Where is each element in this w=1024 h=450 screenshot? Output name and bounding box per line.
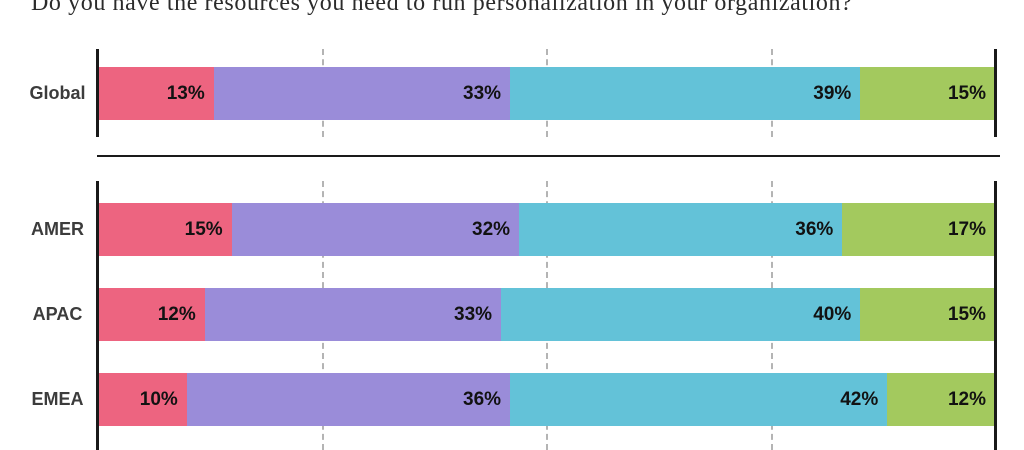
stacked-bar: 13% 33% 39% 15% — [97, 67, 995, 120]
segment-value-label: 42% — [840, 388, 879, 410]
axis-left-line — [96, 49, 99, 137]
bar-segment-4: 15% — [860, 67, 995, 120]
segment-value-label: 15% — [947, 303, 986, 325]
bar-segment-3: 40% — [501, 288, 861, 341]
category-label: Global — [29, 83, 86, 103]
segment-value-label: 15% — [947, 82, 986, 104]
section-divider-line — [97, 155, 1000, 157]
bar-segment-1: 13% — [97, 67, 214, 120]
segment-value-label: 10% — [139, 388, 178, 410]
segment-value-label: 36% — [463, 388, 502, 410]
segment-value-label: 33% — [463, 82, 502, 104]
chart-title: Do you have the resources you need to ru… — [31, 0, 853, 16]
bar-segment-1: 15% — [97, 203, 232, 256]
stacked-bar: 10% 36% 42% 12% — [97, 373, 995, 426]
bar-row-global: Global 13% 33% 39% 15% — [0, 67, 1024, 120]
bar-segment-2: 33% — [204, 288, 502, 341]
bar-row-emea: EMEA 10% 36% 42% 12% — [0, 373, 1024, 426]
segment-value-label: 40% — [813, 303, 852, 325]
bar-row-amer: AMER 15% 32% 36% 17% — [0, 203, 1024, 256]
bar-segment-1: 10% — [97, 373, 187, 426]
bar-row-apac: APAC 12% 33% 40% 15% — [0, 288, 1024, 341]
bar-segment-3: 42% — [510, 373, 888, 426]
segment-value-label: 12% — [947, 388, 986, 410]
global-chart-panel: Global 13% 33% 39% 15% — [0, 49, 1024, 137]
category-label: AMER — [31, 219, 84, 239]
segment-value-label: 15% — [184, 218, 223, 240]
bar-segment-4: 12% — [887, 373, 995, 426]
segment-value-label: 33% — [454, 303, 493, 325]
bar-segment-3: 39% — [510, 67, 861, 120]
axis-right-line — [994, 49, 997, 137]
category-label: APAC — [32, 304, 83, 324]
segment-value-label: 39% — [813, 82, 852, 104]
category-label: EMEA — [31, 389, 84, 409]
bar-segment-3: 36% — [519, 203, 843, 256]
bar-segment-1: 12% — [97, 288, 205, 341]
bar-segment-2: 33% — [213, 67, 511, 120]
stacked-bar: 15% 32% 36% 17% — [97, 203, 995, 256]
stacked-bar: 12% 33% 40% 15% — [97, 288, 995, 341]
regions-chart-panel: AMER 15% 32% 36% 17% APAC 12% 33% 40% 15% EMEA 10% 3… — [0, 181, 1024, 450]
segment-value-label: 17% — [947, 218, 986, 240]
segment-value-label: 12% — [157, 303, 196, 325]
bar-segment-4: 15% — [860, 288, 995, 341]
bar-segment-4: 17% — [842, 203, 995, 256]
segment-value-label: 13% — [166, 82, 205, 104]
segment-value-label: 36% — [795, 218, 834, 240]
axis-right-line — [994, 181, 997, 450]
bar-segment-2: 36% — [186, 373, 511, 426]
segment-value-label: 32% — [472, 218, 511, 240]
axis-left-line — [96, 181, 99, 450]
bar-segment-2: 32% — [231, 203, 520, 256]
